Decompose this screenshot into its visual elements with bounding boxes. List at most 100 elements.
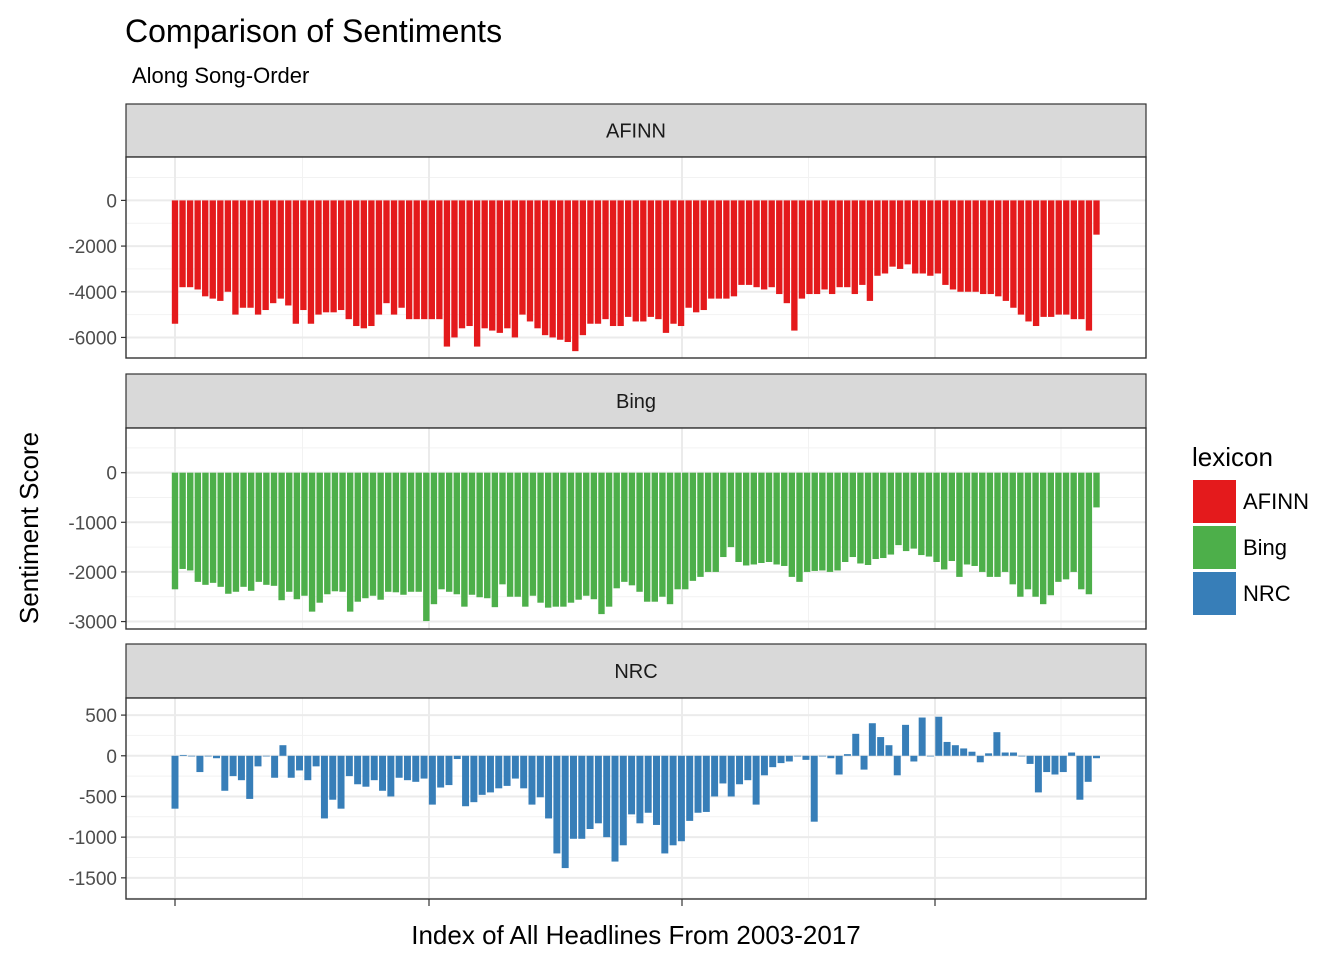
- bar: [971, 472, 978, 566]
- bar: [522, 472, 529, 607]
- bar: [337, 755, 345, 809]
- bar: [270, 472, 278, 586]
- bar: [528, 755, 536, 805]
- bar: [750, 472, 757, 565]
- bar: [796, 472, 803, 582]
- facet-strip-label: AFINN: [606, 121, 666, 143]
- bar: [478, 755, 486, 795]
- bar: [925, 472, 933, 557]
- bar: [324, 472, 331, 595]
- bar: [621, 472, 628, 582]
- bar: [636, 755, 644, 824]
- bar: [549, 200, 556, 338]
- bar: [270, 200, 277, 304]
- bar: [1055, 200, 1062, 315]
- bar: [445, 755, 453, 786]
- bar: [1078, 200, 1085, 320]
- bar: [246, 755, 254, 799]
- bar: [1010, 752, 1017, 756]
- bar: [860, 755, 868, 770]
- bar: [316, 472, 323, 603]
- bar: [370, 755, 378, 781]
- bar: [395, 755, 403, 778]
- bar: [453, 755, 461, 760]
- bar: [209, 200, 216, 299]
- bar: [868, 723, 876, 756]
- legend-label-afinn: AFINN: [1243, 489, 1309, 514]
- bar: [674, 472, 681, 590]
- bar: [1017, 200, 1025, 315]
- bar: [307, 200, 315, 324]
- y-axis-label: Sentiment Score: [14, 432, 44, 624]
- bar: [436, 200, 443, 320]
- bar: [240, 472, 247, 587]
- bar: [213, 755, 220, 759]
- panel-bing: Bing 0 -1000 -2000 -3000: [68, 373, 1147, 634]
- bar: [1001, 472, 1009, 572]
- bar: [935, 716, 943, 756]
- bar: [458, 200, 466, 329]
- bar: [956, 472, 963, 577]
- bar: [927, 200, 934, 276]
- bar: [918, 717, 926, 756]
- y-tick-label: -1500: [68, 869, 117, 890]
- bar: [296, 755, 304, 771]
- bar: [619, 755, 627, 846]
- facet-panels: AFINN 0 -2000 -4000 -6000 Bing 0 -1000 -2000 -300…: [68, 103, 1147, 900]
- bar: [383, 200, 390, 304]
- bar: [1032, 200, 1040, 327]
- bar: [271, 755, 279, 778]
- bar: [711, 755, 719, 797]
- bar: [889, 200, 896, 267]
- bar: [1002, 200, 1010, 301]
- bar: [979, 472, 986, 572]
- bar: [851, 200, 858, 295]
- bar: [794, 755, 802, 757]
- bar: [329, 755, 337, 800]
- y-tick-label: -1000: [68, 828, 117, 849]
- bar: [802, 755, 810, 760]
- bar: [1063, 200, 1070, 315]
- bar: [209, 472, 217, 583]
- bar: [338, 200, 345, 311]
- bar: [821, 200, 828, 290]
- bar: [828, 200, 836, 295]
- bar: [385, 472, 392, 592]
- bar: [849, 472, 856, 558]
- bar: [552, 472, 559, 607]
- bar: [980, 200, 987, 295]
- bar: [1078, 472, 1085, 590]
- bar: [919, 200, 926, 274]
- bar: [628, 472, 636, 586]
- bar: [912, 200, 919, 274]
- bar: [843, 754, 851, 756]
- bar: [428, 200, 435, 320]
- bar: [470, 755, 478, 803]
- bar: [603, 755, 611, 838]
- bar: [700, 200, 707, 311]
- bar: [579, 200, 587, 336]
- bar: [362, 472, 369, 599]
- bar: [564, 200, 571, 343]
- bar: [760, 755, 768, 776]
- legend: AFINN Bing NRC: [1193, 480, 1309, 615]
- bar: [661, 755, 669, 854]
- bar: [403, 755, 411, 781]
- legend-swatch-bing: [1193, 526, 1236, 569]
- bar: [655, 200, 662, 320]
- bar: [598, 472, 605, 615]
- bar: [254, 200, 262, 315]
- bar: [420, 755, 428, 779]
- bar: [202, 472, 209, 585]
- bar: [987, 200, 994, 295]
- bar: [1093, 755, 1100, 759]
- bar: [339, 472, 346, 592]
- bar: [723, 200, 730, 299]
- bar: [247, 200, 254, 308]
- bar: [1062, 472, 1070, 580]
- bar: [902, 724, 910, 756]
- bar: [866, 200, 874, 301]
- bar: [841, 472, 849, 562]
- bar: [171, 755, 179, 809]
- bar: [557, 200, 564, 340]
